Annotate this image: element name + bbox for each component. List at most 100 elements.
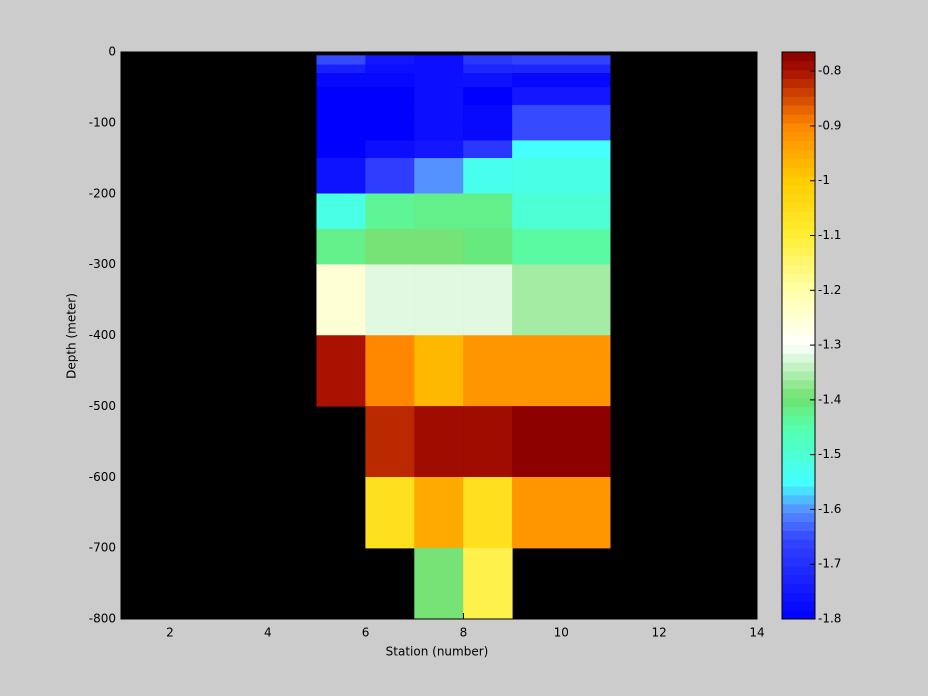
heatmap-cell — [561, 122, 611, 141]
colorbar-swatch — [782, 255, 815, 266]
heatmap-cell — [463, 55, 513, 66]
colorbar-swatch — [782, 184, 815, 195]
heatmap-cell — [512, 87, 562, 106]
heatmap-cell — [414, 55, 464, 66]
heatmap-cell — [365, 406, 415, 478]
colorbar-tick-label: -1.4 — [818, 392, 841, 406]
colorbar-swatch — [782, 78, 815, 88]
heatmap-cell — [365, 477, 415, 549]
heatmap-cell — [365, 64, 415, 74]
x-tick-label: 2 — [166, 626, 174, 640]
x-tick-label: 6 — [362, 626, 370, 640]
colorbar-swatch — [782, 308, 815, 319]
colorbar-swatch — [782, 468, 815, 478]
colorbar-box — [781, 51, 816, 620]
colorbar-swatch — [782, 69, 815, 80]
colorbar-swatch — [782, 326, 815, 336]
heatmap-cell — [463, 122, 513, 141]
x-axis-label: Station (number) — [386, 645, 489, 659]
heatmap-cell — [463, 406, 513, 478]
heatmap-cell — [463, 140, 513, 159]
heatmap-cell — [512, 193, 562, 230]
heatmap-cell — [561, 335, 611, 407]
colorbar-swatch — [782, 87, 815, 97]
heatmap-cell — [512, 140, 562, 159]
y-tick-label: -600 — [89, 470, 116, 484]
heatmap-cell — [365, 140, 415, 159]
heatmap-cell — [463, 547, 513, 620]
colorbar-tick-label: -1.7 — [818, 557, 841, 571]
heatmap-cell — [365, 158, 415, 194]
colorbar-swatch — [782, 158, 815, 168]
colorbar-swatch — [782, 353, 815, 363]
heatmap-cell — [561, 193, 611, 230]
heatmap-cell — [414, 158, 464, 194]
colorbar-swatch — [782, 238, 815, 248]
colorbar-swatch — [782, 601, 815, 611]
colorbar-swatch — [782, 176, 815, 186]
heatmap-cell — [561, 406, 611, 478]
colorbar-swatch — [782, 131, 815, 142]
colorbar-swatch — [782, 291, 815, 301]
heatmap-cell — [561, 64, 611, 74]
colorbar-swatch — [782, 229, 815, 239]
x-tick-label: 8 — [460, 626, 468, 640]
heatmap-cell — [365, 264, 415, 336]
colorbar-swatch — [782, 583, 815, 593]
y-tick-label: -500 — [89, 399, 116, 413]
colorbar-swatch — [782, 96, 815, 106]
colorbar-swatch — [782, 610, 815, 620]
heatmap-cell — [512, 264, 562, 336]
colorbar-swatch — [782, 202, 815, 212]
heatmap-cell — [414, 228, 464, 265]
y-tick-label: -100 — [89, 115, 116, 129]
heatmap-cell — [365, 228, 415, 265]
heatmap-cell — [316, 140, 366, 159]
heatmap-cell — [316, 104, 366, 124]
heatmap-cell — [463, 158, 513, 194]
heatmap-cell — [512, 335, 562, 407]
heatmap-cell — [365, 55, 415, 66]
colorbar-swatch — [782, 317, 815, 328]
heatmap-cell — [316, 264, 366, 336]
heatmap-cell — [512, 64, 562, 74]
heatmap-cell — [365, 104, 415, 124]
heatmap-cell — [512, 104, 562, 124]
heatmap-cell — [365, 73, 415, 88]
colorbar-swatch — [782, 379, 815, 390]
colorbar-swatch — [782, 415, 815, 425]
colorbar-tick-label: -1.8 — [818, 612, 841, 626]
colorbar-swatch — [782, 193, 815, 204]
heatmap-cell — [512, 158, 562, 194]
colorbar-swatch — [782, 477, 815, 487]
heatmap-cell — [463, 64, 513, 74]
colorbar-swatch — [782, 592, 815, 602]
heatmap-cell — [414, 73, 464, 88]
heatmap-cell — [316, 55, 366, 66]
x-tick-label: 12 — [652, 626, 667, 640]
colorbar-swatch — [782, 512, 815, 523]
heatmap-cell — [463, 104, 513, 124]
heatmap-cell — [463, 73, 513, 88]
y-axis-label: Depth (meter) — [65, 293, 79, 379]
heatmap-cell — [463, 193, 513, 230]
colorbar-tick-label: -0.8 — [818, 64, 841, 78]
colorbar-swatch — [782, 370, 815, 381]
heatmap-cell — [561, 55, 611, 66]
colorbar-swatch — [782, 60, 815, 71]
heatmap-cell — [512, 73, 562, 88]
heatmap-cell — [561, 87, 611, 106]
colorbar-swatch — [782, 574, 815, 585]
heatmap-cell — [561, 477, 611, 549]
colorbar-swatch — [782, 548, 815, 558]
heatmap-cell — [512, 55, 562, 66]
heatmap-cell — [316, 158, 366, 194]
heatmap-cell — [561, 73, 611, 88]
heatmap-cell — [512, 406, 562, 478]
heatmap-cell — [512, 122, 562, 141]
heatmap-cell — [463, 264, 513, 336]
colorbar-swatch — [782, 362, 815, 372]
heatmap-cell — [463, 477, 513, 549]
heatmap-cell — [316, 228, 366, 265]
